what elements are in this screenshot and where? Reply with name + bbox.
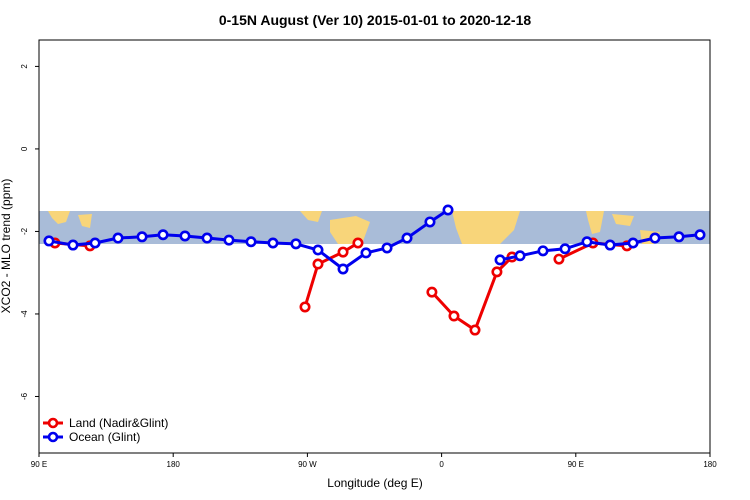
data-point: [337, 246, 349, 258]
data-point: [67, 239, 79, 251]
land-shape: [48, 211, 70, 224]
y-tick-label: -2: [20, 227, 29, 235]
y-tick-label: -4: [20, 310, 29, 318]
x-tick-label: 0: [439, 460, 444, 469]
x-tick-label: 90 E: [568, 460, 584, 469]
data-point: [136, 231, 148, 243]
data-point: [179, 230, 191, 242]
land-shape: [452, 211, 520, 244]
data-point: [157, 229, 169, 241]
data-point: [337, 263, 349, 275]
legend-label: Land (Nadir&Glint): [69, 416, 168, 430]
data-point: [267, 237, 279, 249]
data-point: [299, 301, 311, 313]
data-point: [312, 258, 324, 270]
land-shape: [586, 211, 604, 234]
data-point: [89, 237, 101, 249]
data-point: [426, 286, 438, 298]
land-shape: [612, 214, 634, 226]
land-shape: [300, 211, 322, 222]
legend-marker: [47, 417, 59, 429]
land-shape: [78, 214, 92, 228]
data-point: [627, 237, 639, 249]
y-tick-label: 2: [20, 64, 29, 69]
x-tick-label: 90 E: [31, 460, 47, 469]
map-band: [39, 211, 710, 244]
y-tick-label: -6: [20, 392, 29, 400]
plot-frame: [38, 39, 711, 454]
data-point: [494, 254, 506, 266]
x-tick-label: 90 W: [298, 460, 317, 469]
data-point: [537, 245, 549, 257]
data-point: [223, 234, 235, 246]
legend-marker: [47, 431, 59, 443]
legend-label: Ocean (Glint): [69, 430, 140, 444]
chart-title: 0-15N August (Ver 10) 2015-01-01 to 2020…: [219, 12, 532, 28]
data-point: [448, 310, 460, 322]
data-point: [290, 238, 302, 250]
data-point: [312, 244, 324, 256]
y-tick-label: 0: [20, 146, 29, 151]
data-point: [424, 216, 436, 228]
x-tick-label: 180: [703, 460, 717, 469]
data-point: [491, 266, 503, 278]
land-shape: [330, 216, 370, 244]
data-point: [673, 231, 685, 243]
data-point: [201, 232, 213, 244]
data-point: [43, 235, 55, 247]
data-point: [442, 204, 454, 216]
data-point: [469, 324, 481, 336]
x-tick-label: 180: [167, 460, 181, 469]
data-point: [360, 247, 372, 259]
data-point: [381, 242, 393, 254]
data-point: [112, 232, 124, 244]
data-point: [559, 243, 571, 255]
x-axis-label: Longitude (deg E): [327, 476, 422, 490]
data-point: [694, 229, 706, 241]
data-point: [649, 232, 661, 244]
data-point: [604, 239, 616, 251]
data-point: [401, 232, 413, 244]
data-point: [581, 236, 593, 248]
y-axis-label: XCO2 - MLO trend (ppm): [0, 179, 13, 314]
data-point: [352, 237, 364, 249]
data-point: [245, 236, 257, 248]
data-point: [514, 250, 526, 262]
data-point: [553, 253, 565, 265]
